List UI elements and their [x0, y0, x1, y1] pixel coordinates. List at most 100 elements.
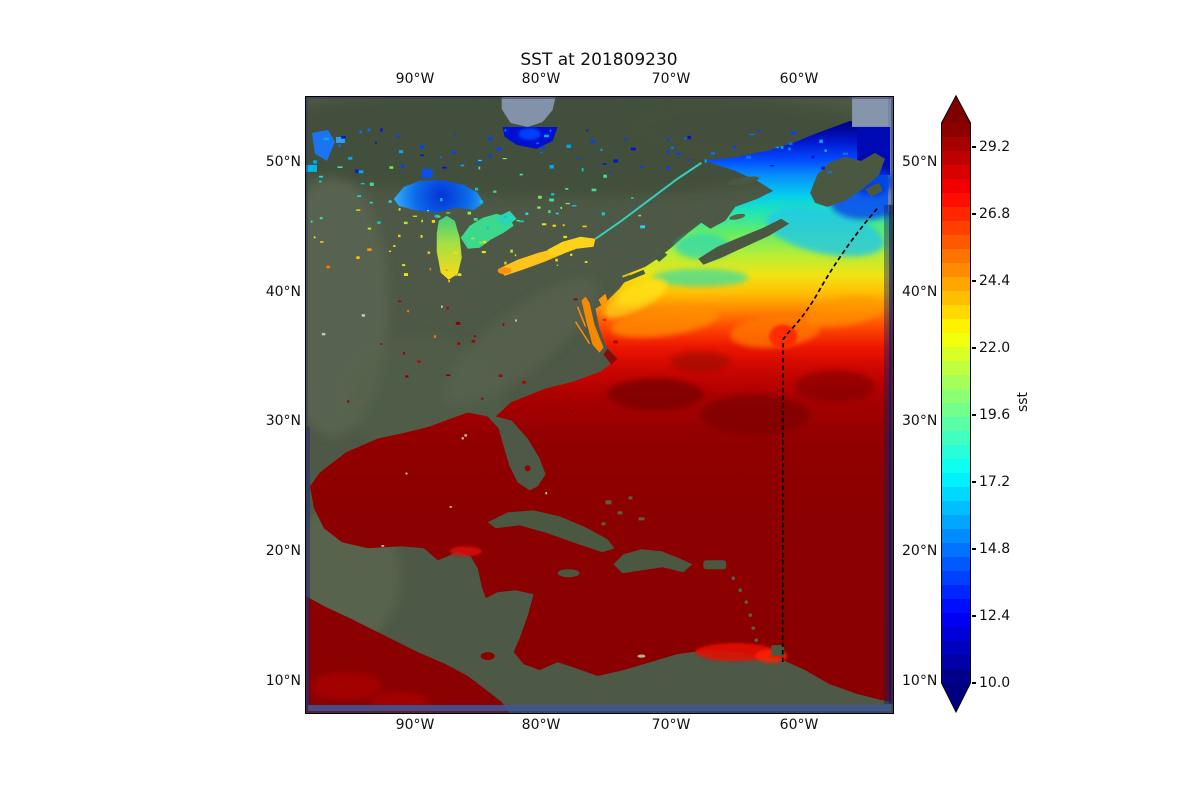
- lake-speck: [361, 314, 365, 317]
- trinidad: [771, 645, 785, 657]
- lake-speck: [548, 210, 551, 214]
- lake-speck: [427, 210, 430, 212]
- lake-speck: [624, 138, 628, 141]
- lake-speck: [537, 206, 541, 209]
- lake-speck: [613, 159, 619, 163]
- lake-speck: [496, 147, 502, 151]
- lake-speck: [749, 133, 755, 136]
- lake-speck: [401, 441, 405, 443]
- bottom-axis-label: 70°W: [651, 717, 691, 733]
- delaware-bay: [598, 293, 608, 306]
- lake-speck: [514, 254, 517, 257]
- lake-speck: [420, 234, 423, 238]
- lake-speck: [775, 146, 780, 149]
- lake-speck: [842, 152, 848, 155]
- colorbar-tick-label: 17.2: [979, 474, 1011, 490]
- lake-speck: [369, 201, 373, 204]
- lake-speck: [563, 235, 567, 239]
- lake-erie: [498, 247, 564, 276]
- lake-speck: [640, 225, 646, 229]
- colorbar-tick-label: 22.0: [979, 340, 1011, 356]
- lake-speck: [419, 145, 424, 149]
- lake-speck: [458, 273, 462, 277]
- pamlico-sound: [603, 348, 618, 365]
- colorbar-tick-label: 10.0: [979, 675, 1011, 691]
- lake-speck: [666, 165, 670, 170]
- lake-speck: [479, 200, 483, 203]
- lake-speck: [683, 137, 687, 140]
- lake-speck: [442, 420, 445, 424]
- lake-speck: [586, 129, 589, 132]
- top-axis-label: 80°W: [521, 71, 561, 87]
- map-canvas: [306, 97, 893, 713]
- lake-speck: [819, 139, 823, 143]
- lake-speck: [630, 147, 636, 151]
- lake-speck: [319, 180, 322, 183]
- lake-speck: [440, 198, 443, 202]
- lake-speck: [375, 141, 377, 145]
- lake-speck: [436, 215, 441, 218]
- lake-speck: [398, 208, 401, 211]
- lake-speck: [538, 195, 542, 199]
- lake-speck: [357, 195, 362, 198]
- lake-speck: [467, 211, 472, 215]
- lake-speck: [601, 212, 605, 216]
- lake-speck: [471, 237, 475, 240]
- lake-speck: [319, 241, 324, 243]
- lake-speck: [483, 240, 487, 244]
- lake-speck: [446, 212, 451, 214]
- lake-speck: [464, 434, 467, 437]
- lake-speck: [392, 245, 396, 247]
- lake-speck: [423, 459, 427, 462]
- lake-speck: [600, 148, 603, 152]
- lake-speck: [457, 342, 461, 345]
- lake-speck: [412, 215, 418, 217]
- lesser-antilles: [731, 576, 759, 642]
- lake-speck: [551, 193, 555, 196]
- lake-speck: [789, 142, 793, 146]
- lake-speck: [584, 261, 588, 263]
- lake-speck: [478, 159, 482, 162]
- lake-speck: [486, 226, 489, 229]
- lake-speck: [420, 154, 424, 157]
- lake-speck: [488, 154, 492, 158]
- puerto-rico: [703, 560, 727, 570]
- lake-speck: [562, 224, 565, 227]
- lake-speck: [746, 155, 752, 159]
- lake-speck: [388, 200, 392, 203]
- lake-speck: [493, 190, 497, 193]
- lake-speck: [397, 300, 402, 303]
- lake-speck: [481, 397, 484, 400]
- plot-title: SST at 201809230: [520, 50, 678, 70]
- lake-speck: [573, 298, 578, 301]
- lake-speck: [516, 220, 520, 222]
- lake-speck: [791, 131, 796, 135]
- georgian-bay: [495, 210, 517, 228]
- lake-speck: [439, 156, 442, 159]
- lake-speck: [541, 223, 547, 226]
- lake-speck: [445, 269, 448, 271]
- colorbar-tick-mark: [971, 615, 976, 617]
- great-lakes: [393, 162, 702, 280]
- lake-speck: [687, 135, 692, 140]
- lake-speck: [396, 135, 400, 138]
- lake-speck: [356, 209, 361, 211]
- lake-speck: [403, 351, 405, 355]
- lake-speck: [631, 197, 634, 199]
- lake-speck: [565, 202, 570, 205]
- lake-speck: [400, 164, 405, 169]
- right-axis-label: 30°N: [902, 413, 938, 429]
- lake-speck: [525, 212, 529, 216]
- lake-speck: [481, 250, 486, 254]
- lake-superior: [393, 179, 484, 213]
- lake-speck: [733, 145, 736, 149]
- lake-speck: [565, 188, 569, 190]
- lake-speck: [710, 152, 716, 155]
- lake-speck: [427, 251, 431, 254]
- ocean-overlays: [310, 183, 893, 713]
- ocean-sst-field: [309, 120, 893, 703]
- lake-speck: [522, 380, 526, 384]
- lake-speck: [323, 137, 330, 141]
- lake-speck: [555, 258, 558, 262]
- lake-speck: [545, 492, 548, 495]
